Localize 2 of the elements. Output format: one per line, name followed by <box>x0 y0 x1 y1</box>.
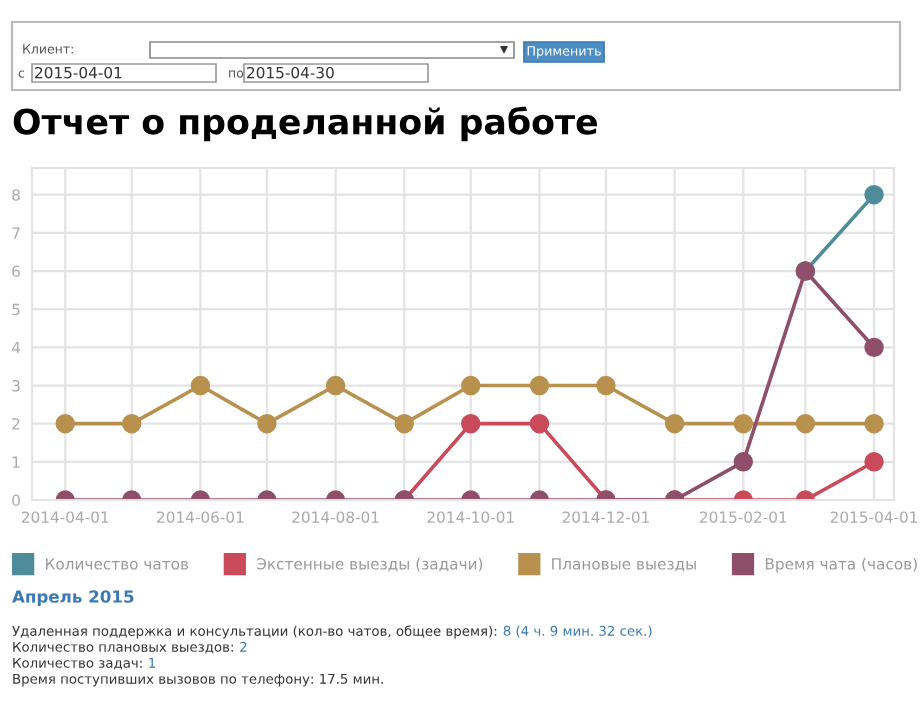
text: Апрель 2015 <box>12 590 134 607</box>
chart-title: Отчет о проделанной работе <box>13 106 597 142</box>
